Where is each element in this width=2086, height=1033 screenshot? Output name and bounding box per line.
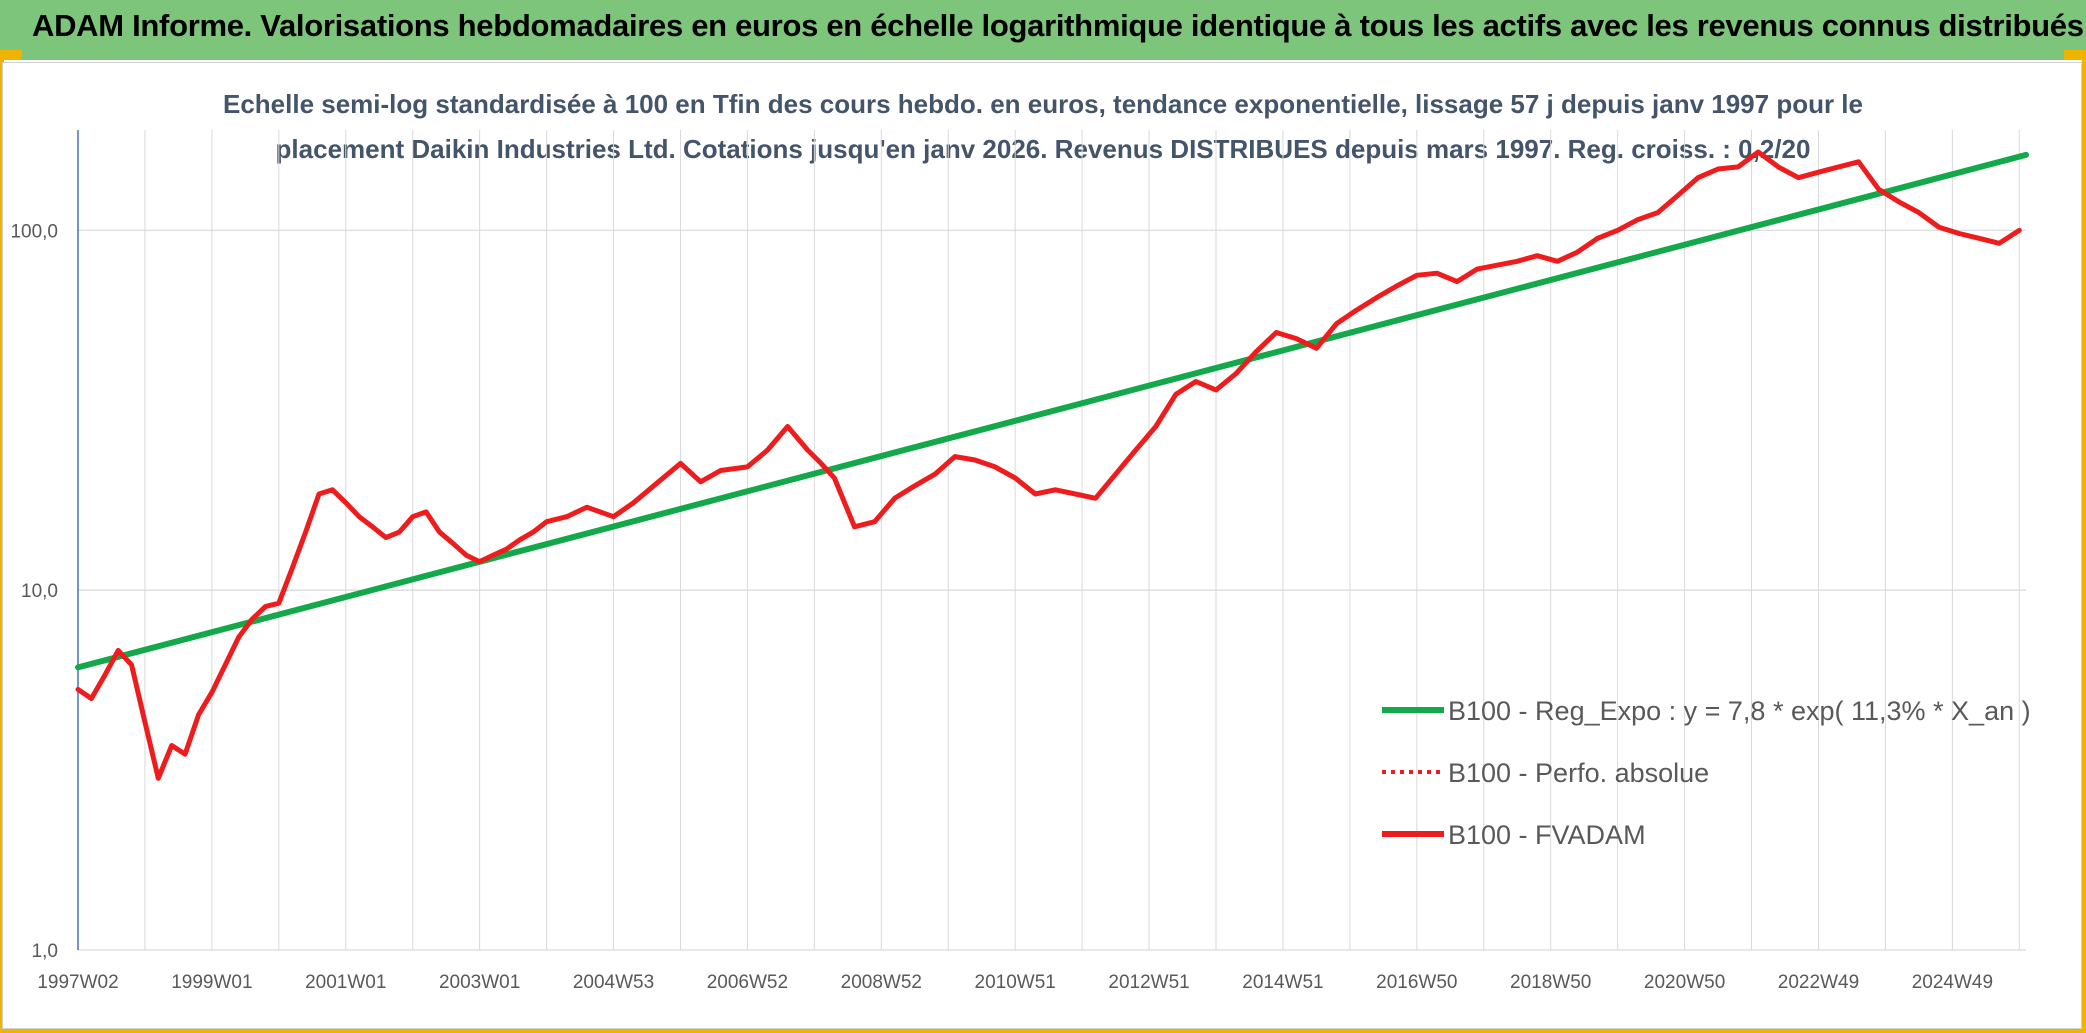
x-tick-label: 2018W50 <box>1510 972 1591 993</box>
x-tick-label: 2006W52 <box>707 972 788 993</box>
x-tick-label: 1997W02 <box>37 972 118 993</box>
y-tick-label: 10,0 <box>21 581 58 602</box>
legend-label: B100 - Perfo. absolue <box>1448 758 1709 788</box>
price-line-series <box>75 149 2022 781</box>
chart-title-line-1: Echelle semi-log standardisée à 100 en T… <box>223 89 1863 119</box>
x-tick-label: 2022W49 <box>1778 972 1859 993</box>
x-tick-label: 2010W51 <box>975 972 1056 993</box>
x-tick-label: 2004W53 <box>573 972 654 993</box>
x-tick-label: 2003W01 <box>439 972 520 993</box>
x-tick-label: 2001W01 <box>305 972 386 993</box>
chart-title-line-2: placement Daikin Industries Ltd. Cotatio… <box>276 134 1811 164</box>
right-accent-bar <box>2082 60 2086 1033</box>
legend-label: B100 - FVADAM <box>1448 820 1646 850</box>
x-tick-label: 2014W51 <box>1242 972 1323 993</box>
x-tick-label: 2020W50 <box>1644 972 1725 993</box>
chart-frame <box>2 62 2082 1029</box>
corner-marker-right <box>2064 50 2086 60</box>
x-tick-label: 2008W52 <box>841 972 922 993</box>
x-tick-label: 2012W51 <box>1108 972 1189 993</box>
x-tick-label: 1999W01 <box>171 972 252 993</box>
report-header: ADAM Informe. Valorisations hebdomadaire… <box>0 0 2086 60</box>
report-title: ADAM Informe. Valorisations hebdomadaire… <box>32 8 2084 43</box>
y-tick-label: 100,0 <box>10 221 58 242</box>
legend-label: B100 - Reg_Expo : y = 7,8 * exp( 11,3% *… <box>1448 696 2031 726</box>
x-tick-label: 2024W49 <box>1912 972 1993 993</box>
corner-marker-left <box>0 50 22 60</box>
y-tick-label: 1,0 <box>32 941 58 962</box>
bottom-accent-bar <box>0 1029 2086 1033</box>
x-tick-label: 2016W50 <box>1376 972 1457 993</box>
trend-line-series <box>75 151 2029 671</box>
